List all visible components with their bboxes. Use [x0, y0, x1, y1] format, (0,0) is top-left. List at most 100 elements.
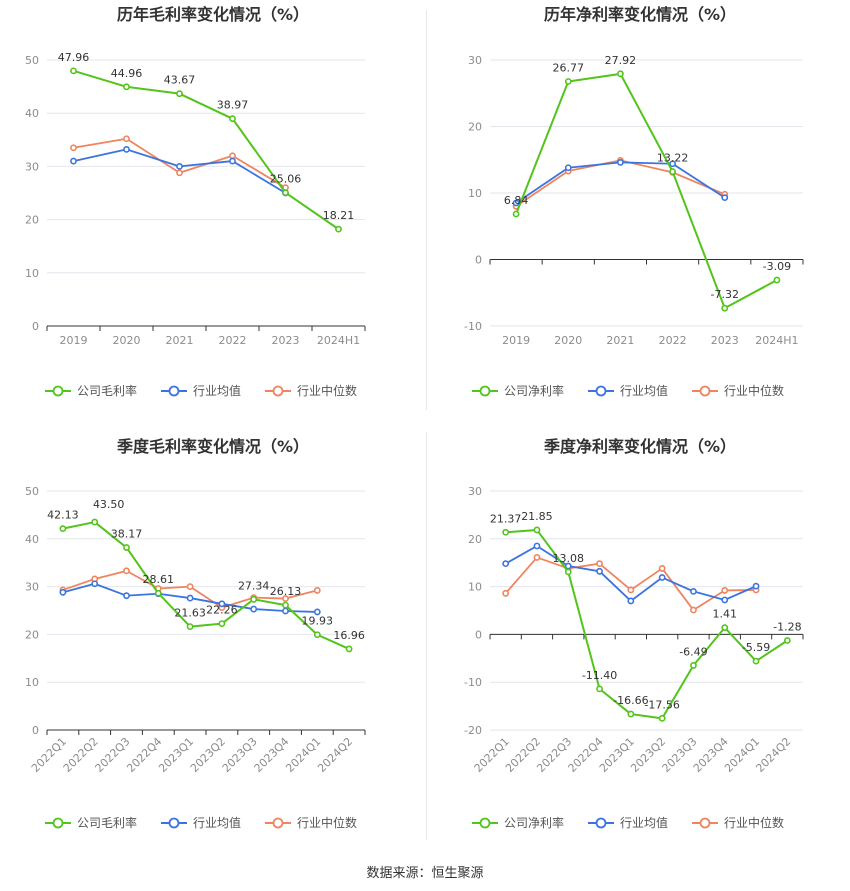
legend-swatch-marker	[52, 817, 64, 829]
legend-label: 行业中位数	[297, 383, 357, 398]
y-tick-label: 40	[25, 533, 39, 546]
legend-item-company: 公司净利率	[472, 383, 564, 398]
data-label: 16.96	[333, 629, 365, 642]
legend-swatch-marker	[479, 385, 491, 397]
data-point-company	[752, 657, 760, 665]
data-point-company	[564, 78, 572, 85]
y-tick-label: 0	[32, 320, 39, 333]
y-tick-label: 20	[25, 628, 39, 641]
data-point-company	[596, 685, 603, 693]
x-tick-label: 2019	[60, 334, 88, 347]
data-point-company	[502, 528, 510, 536]
y-tick-label: 30	[25, 160, 39, 173]
data-point-average	[176, 162, 183, 170]
data-point-average	[617, 159, 624, 166]
legend-label: 行业均值	[620, 815, 668, 830]
legend-swatch-marker	[272, 817, 284, 829]
legend-label: 行业均值	[193, 383, 241, 398]
x-tick-label: 2022	[219, 334, 247, 347]
data-point-average	[721, 194, 729, 202]
data-label: 1.41	[713, 608, 738, 621]
chart-title: 季度毛利率变化情况（%）	[116, 437, 309, 456]
data-point-median	[123, 135, 130, 143]
data-label: -7.32	[711, 288, 739, 301]
data-point-average	[627, 597, 635, 605]
data-point-company	[313, 631, 321, 639]
y-tick-label: 10	[468, 187, 482, 200]
legend-label: 公司毛利率	[77, 815, 137, 830]
data-point-company	[345, 645, 353, 653]
chart-1: 历年毛利率变化情况（%） 0 10 20 30 40 50 2019 2020 2021 2022 2…	[25, 5, 366, 398]
legend-swatch-marker	[168, 385, 180, 397]
data-label: -17.56	[644, 698, 679, 711]
data-label: -5.59	[742, 641, 770, 654]
data-point-median	[721, 587, 729, 594]
data-point-average	[59, 588, 67, 596]
legend-swatch-marker	[699, 817, 711, 829]
data-point-company	[533, 526, 541, 534]
data-label: 26.77	[553, 61, 585, 74]
legend-item-median: 行业中位数	[265, 383, 357, 398]
data-point-company	[658, 714, 666, 722]
data-point-average	[91, 580, 99, 588]
data-point-company	[229, 115, 236, 123]
legend-label: 行业中位数	[724, 383, 784, 398]
series-line-company	[505, 528, 788, 720]
legend-swatch-marker	[479, 817, 491, 829]
data-point-average	[690, 587, 697, 595]
data-point-average	[752, 582, 760, 590]
y-tick-label: -10	[464, 320, 482, 333]
data-point-median	[658, 565, 666, 572]
data-point-average	[123, 145, 130, 153]
data-point-average	[564, 164, 572, 172]
x-tick-label: 2021	[166, 334, 194, 347]
x-tick-label: 2023	[711, 334, 739, 347]
data-point-average	[250, 605, 258, 613]
data-point-company	[773, 276, 781, 284]
data-point-company	[721, 304, 729, 312]
y-tick-label: 20	[468, 533, 482, 546]
legend-swatch-marker	[272, 385, 284, 397]
legend-label: 公司净利率	[504, 815, 564, 830]
legend-label: 行业中位数	[724, 815, 784, 830]
data-label: 21.85	[521, 510, 553, 523]
data-label: 43.67	[164, 74, 196, 87]
y-tick-label: 30	[25, 581, 39, 594]
data-point-average	[502, 560, 510, 568]
data-point-median	[596, 560, 603, 568]
panel-divider-top	[426, 10, 427, 410]
data-point-company	[783, 637, 791, 644]
legend-item-median: 行业中位数	[265, 815, 357, 830]
data-point-average	[669, 160, 676, 168]
legend-item-average: 行业均值	[161, 815, 241, 830]
y-tick-label: -10	[464, 676, 482, 689]
legend-item-company: 公司毛利率	[45, 383, 137, 398]
chart-title: 历年毛利率变化情况（%）	[117, 5, 309, 24]
data-point-average	[512, 199, 520, 207]
data-point-average	[282, 607, 289, 615]
legend-swatch-marker	[168, 817, 180, 829]
data-point-median	[70, 144, 77, 152]
data-label: 21.37	[490, 512, 522, 525]
chart-3: 季度毛利率变化情况（%）010203040502022Q12022Q22022Q…	[25, 437, 366, 830]
x-tick-label: 2024Q2	[753, 735, 793, 775]
data-point-company	[176, 90, 183, 98]
chart-4: 季度净利率变化情况（%）-20-1001020302022Q12022Q2202…	[464, 437, 804, 830]
x-tick-label: 2020	[554, 334, 582, 347]
x-tick-label: 2023	[272, 334, 300, 347]
data-point-average	[186, 594, 194, 602]
data-point-median	[627, 586, 635, 594]
y-tick-label: 50	[25, 54, 39, 67]
data-label: 27.92	[605, 54, 637, 67]
x-tick-label: 2024Q2	[315, 735, 355, 775]
series-line-company	[62, 521, 350, 650]
data-point-median	[502, 589, 510, 597]
data-label: -3.09	[763, 260, 791, 273]
data-label: -16.66	[613, 694, 648, 707]
x-tick-label: 2022	[659, 334, 687, 347]
legend-item-average: 行业均值	[588, 815, 668, 830]
x-tick-label: 2021	[606, 334, 634, 347]
x-tick-label: 2020	[113, 334, 141, 347]
legend-label: 公司净利率	[504, 383, 564, 398]
data-point-company	[218, 620, 226, 627]
